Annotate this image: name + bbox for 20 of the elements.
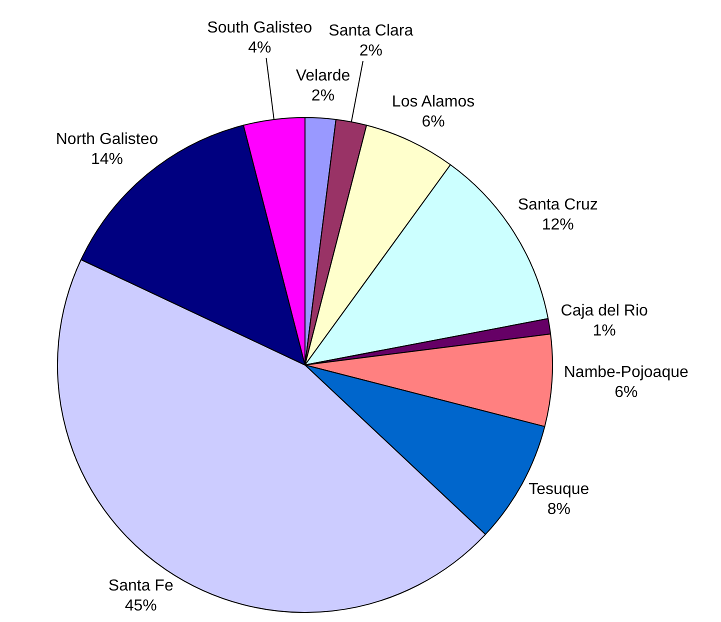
data-label: 2% <box>311 87 335 104</box>
slice-label: Tesuque <box>528 481 590 498</box>
slice-label: Caja del Rio <box>560 302 648 320</box>
slice-label: Nambe-Pojoaque <box>564 364 688 381</box>
data-label: 4% <box>248 40 272 57</box>
data-label: 6% <box>422 114 445 131</box>
slice-label: Santa Clara <box>328 22 414 40</box>
slice-label: Santa Fe <box>108 578 174 595</box>
slice-label: Los Alamos <box>392 94 475 111</box>
data-label: 2% <box>359 42 382 60</box>
slice-label: Velarde <box>296 67 350 84</box>
data-label: 1% <box>592 322 616 340</box>
data-label: 12% <box>542 216 574 234</box>
data-label: 6% <box>614 384 638 401</box>
slice-label: North Galisteo <box>56 131 158 148</box>
data-label: 14% <box>90 151 124 168</box>
slice-label: Santa Cruz <box>518 196 598 214</box>
data-label: 8% <box>547 501 570 518</box>
slice-label: South Galisteo <box>207 20 312 37</box>
data-label: 45% <box>124 598 157 615</box>
